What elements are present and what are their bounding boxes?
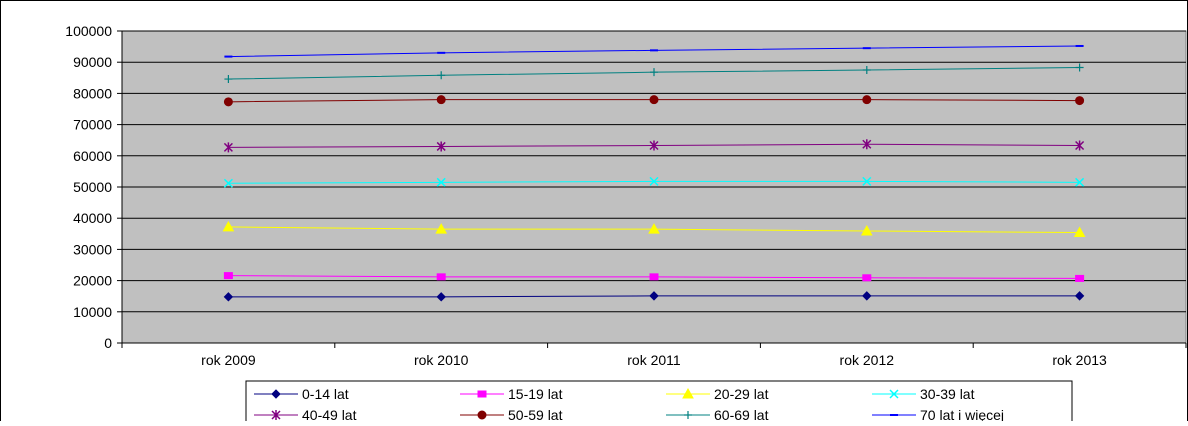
data-point: [649, 291, 659, 301]
y-tick-label: 100000: [65, 23, 112, 39]
x-tick-label: rok 2010: [414, 352, 469, 368]
data-point: [223, 97, 233, 107]
data-point: [1075, 177, 1085, 187]
legend-label: 20-29 lat: [714, 386, 769, 402]
legend-item: 15-19 lat: [460, 386, 563, 402]
legend-marker: [682, 387, 694, 399]
data-point: [436, 95, 446, 105]
legend-label: 0-14 lat: [302, 386, 349, 402]
grid-lines: [122, 30, 1186, 313]
y-tick-label: 80000: [73, 85, 112, 101]
legend-item: 40-49 lat: [254, 407, 357, 423]
legend-item: 20-29 lat: [666, 386, 769, 402]
data-point: [223, 142, 233, 153]
data-point: [1073, 226, 1086, 238]
x-tick-label: rok 2011: [627, 352, 681, 368]
legend-item: 30-39 lat: [872, 386, 975, 402]
data-point: [222, 220, 235, 232]
data-point: [1074, 291, 1085, 301]
data-point: [650, 68, 658, 77]
data-point: [223, 178, 233, 188]
legend-marker: [889, 389, 899, 399]
legend: 0-14 lat 15-19 lat 20-29 lat 30-39 lat 40-49…: [245, 380, 1073, 426]
data-point: [1075, 274, 1085, 282]
data-point: [648, 223, 660, 234]
data-point: [862, 95, 872, 105]
data-point: [1075, 63, 1084, 72]
data-point: [436, 177, 446, 187]
data-point: [224, 75, 233, 84]
series-30-39-lat: [223, 176, 1085, 188]
legend-box: [245, 380, 1073, 426]
y-tick-label: 60000: [73, 148, 112, 164]
series-20-29-lat: [222, 220, 1086, 238]
data-point: [436, 273, 446, 281]
data-point: [649, 95, 659, 105]
legend-marker: [477, 390, 487, 398]
y-tick-label: 70000: [73, 117, 112, 133]
y-tick-label: 90000: [73, 54, 112, 70]
legend-marker: [684, 411, 692, 419]
data-point: [862, 66, 871, 74]
legend-label: 60-69 lat: [714, 407, 769, 421]
y-tick-label: 30000: [73, 241, 112, 257]
x-tick-label: rok 2009: [201, 352, 256, 368]
data-point: [649, 273, 659, 281]
legend-item: 60-69 lat: [666, 407, 769, 423]
axes: 0 10000 20000 30000 40000 50000 60000 70000 8000…: [65, 23, 1187, 368]
data-point: [862, 274, 872, 282]
data-point: [649, 176, 659, 186]
legend-label: 70 lat i więcej: [920, 407, 1004, 421]
data-point: [1075, 140, 1085, 151]
series-group: [222, 44, 1086, 302]
data-point: [435, 223, 448, 234]
legend-marker: [271, 410, 281, 420]
data-point: [436, 292, 446, 302]
series-40-49-lat: [223, 139, 1085, 153]
data-point: [223, 272, 233, 280]
legend-marker: [477, 410, 487, 420]
data-point: [862, 176, 872, 186]
y-tick-label: 20000: [73, 273, 112, 289]
data-point: [649, 140, 659, 151]
legend-label: 40-49 lat: [302, 407, 357, 421]
series-70-lat-i-wi-cej: [224, 44, 1084, 58]
series-50-59-lat: [223, 95, 1085, 107]
x-tick-label: rok 2012: [840, 352, 895, 368]
legend-label: 30-39 lat: [920, 386, 975, 402]
legend-label: 15-19 lat: [508, 386, 563, 402]
y-tick-label: 50000: [73, 179, 112, 195]
series-0-14-lat: [223, 291, 1085, 302]
data-point: [436, 141, 446, 152]
data-point: [1075, 96, 1085, 106]
legend-item: 70 lat i więcej: [872, 407, 1004, 423]
data-point: [860, 224, 873, 236]
data-point: [437, 71, 446, 80]
legend-item: 0-14 lat: [254, 386, 349, 402]
series-15-19-lat: [223, 272, 1085, 282]
legend-label: 50-59 lat: [508, 407, 563, 421]
data-point: [862, 291, 872, 301]
data-point: [223, 292, 234, 302]
data-point: [862, 139, 872, 150]
x-tick-label: rok 2013: [1052, 352, 1107, 368]
legend-marker: [271, 389, 281, 399]
y-tick-label: 0: [104, 335, 112, 351]
y-tick-label: 40000: [73, 210, 112, 226]
legend-item: 50-59 lat: [460, 407, 563, 423]
series-60-69-lat: [224, 63, 1084, 84]
y-tick-label: 10000: [73, 304, 112, 320]
